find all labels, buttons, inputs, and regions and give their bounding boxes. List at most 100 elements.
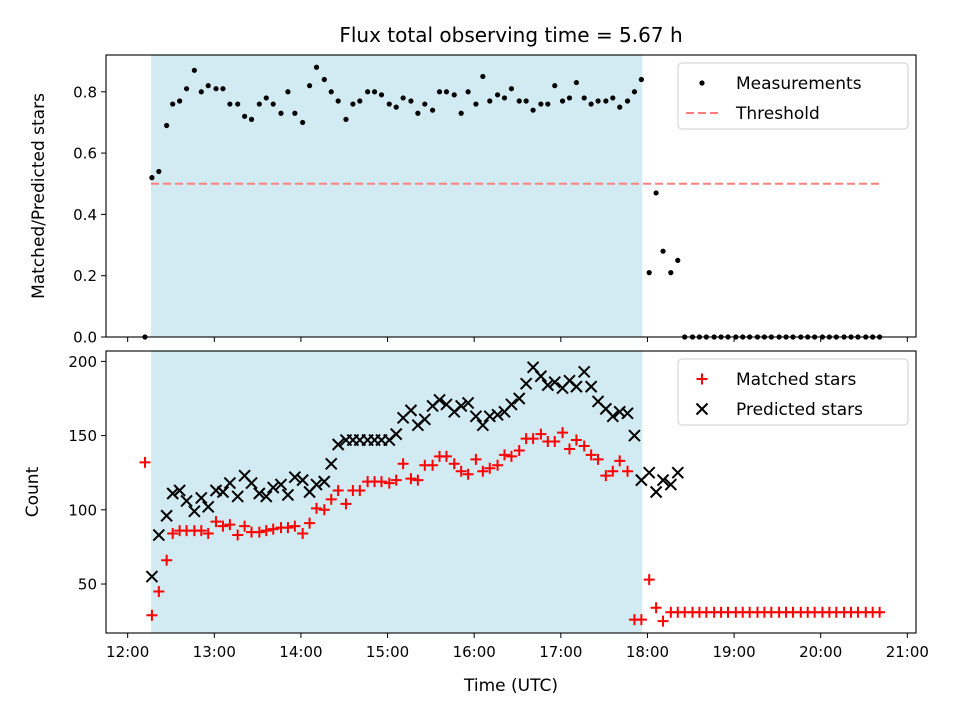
y-tick-label: 0.6 [73,145,97,163]
data-point [631,89,638,95]
data-point [443,89,450,95]
data-point [386,101,392,107]
data-point [492,459,504,471]
data-point [224,519,236,531]
data-point [436,89,443,95]
data-point [296,473,309,487]
legend-marker [695,402,709,416]
data-point [664,478,678,491]
data-point [628,429,641,442]
data-point [164,122,170,129]
data-point [566,95,573,101]
data-point [288,470,302,484]
data-point [232,529,244,541]
data-point [484,462,496,474]
data-point [650,602,662,614]
data-point [473,101,479,107]
data-point [513,444,525,456]
data-point [202,500,215,514]
legend-label: Predicted stars [736,400,863,420]
data-point [160,509,173,522]
data-point [668,270,674,276]
data-point [332,485,344,497]
legend-marker [696,373,708,385]
data-point [585,449,597,461]
data-point [635,614,647,626]
data-point [383,477,395,489]
data-point [267,523,279,535]
data-point [581,95,587,101]
legend-label: Threshold [735,104,820,124]
data-point [282,522,294,534]
y-tick-label: 100 [68,501,97,519]
data-point [167,528,179,540]
data-point [311,502,323,514]
data-point [328,89,334,95]
chart-title: Flux total observing time = 5.67 h [339,23,682,47]
data-point [223,476,237,490]
y-tick-label: 0.8 [73,83,97,101]
data-point [313,64,320,70]
data-point [505,450,517,462]
y-tick-label: 200 [68,353,97,371]
data-point [177,98,183,104]
data-point [477,465,489,477]
data-point [643,574,655,586]
data-point [210,516,222,528]
data-point [318,475,331,488]
data-point [266,481,280,494]
data-point [570,434,582,446]
legend-marker [699,80,705,86]
data-point [451,92,457,98]
data-point [217,520,229,532]
data-point [183,86,190,92]
data-point [231,490,244,503]
y-tick-label: 50 [78,576,97,594]
data-point [256,101,262,107]
y-tick-label: 0.4 [73,206,97,224]
data-point [263,95,269,101]
data-point [213,86,219,92]
bottom-observing-span [151,351,643,633]
data-point [646,270,652,276]
data-point [248,116,255,122]
data-point [476,419,490,432]
data-point [371,89,378,95]
data-point [480,73,486,80]
bottom-series-matched-stars [139,427,886,627]
data-point [300,119,306,126]
data-point [600,470,612,482]
data-point [180,494,193,508]
data-point [357,98,363,104]
data-point [505,398,518,411]
x-tick-label: 19:00 [712,643,755,661]
data-point [494,92,501,98]
bottom-panel: 12:00 13:00 14:00 15:00 16:00 17:00 18:00 19:00… [23,350,929,661]
data-point [149,175,155,181]
data-point [400,95,406,101]
data-point [170,101,176,107]
x-axis-label: Time (UTC) [463,676,558,696]
data-point [227,101,233,107]
data-point [491,408,504,422]
data-point [462,468,474,480]
data-point [573,79,580,86]
data-point [145,570,159,583]
x-tick-label: 20:00 [799,643,842,661]
data-point [306,83,313,89]
data-point [429,107,436,113]
data-point [523,98,529,104]
legend-label: Measurements [736,74,862,94]
data-point [274,478,288,491]
data-point [239,520,251,532]
data-point [365,89,371,95]
data-point [390,474,402,486]
data-point [235,101,241,107]
x-tick-label: 15:00 [366,643,409,661]
data-point [325,457,338,471]
data-point [325,493,337,505]
data-point [139,456,151,468]
data-point [285,89,291,95]
data-point [260,525,272,537]
data-point [188,505,201,518]
